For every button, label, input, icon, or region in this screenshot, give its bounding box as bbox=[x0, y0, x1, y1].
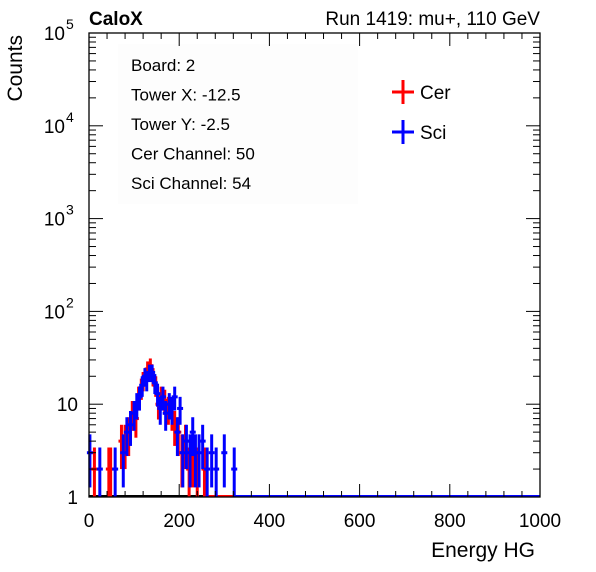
run-info-label: Run 1419: mu+, 110 GeV bbox=[325, 9, 540, 30]
y-tick-exponent: 2 bbox=[66, 294, 74, 310]
x-tick-label: 200 bbox=[163, 511, 195, 532]
x-tick-label: 800 bbox=[434, 511, 466, 532]
info-line: Cer Channel: 50 bbox=[131, 145, 255, 164]
y-tick-label: 10 bbox=[57, 395, 78, 416]
x-tick-label: 400 bbox=[254, 511, 286, 532]
info-line: Tower X: -12.5 bbox=[131, 86, 241, 105]
info-box-lines: Board: 2 Tower X: -12.5 Tower Y: -2.5 Cer C… bbox=[131, 56, 255, 193]
y-tick-label: 10 bbox=[44, 117, 65, 138]
data-layer bbox=[86, 358, 540, 497]
x-axis-title: Energy HG bbox=[431, 539, 535, 562]
x-tick-label: 0 bbox=[84, 511, 95, 532]
legend: Cer Sci bbox=[392, 80, 451, 144]
legend-label: Cer bbox=[420, 83, 451, 104]
plot-frame bbox=[88, 32, 541, 498]
x-tick-label: 1000 bbox=[519, 511, 561, 532]
x-tick-label: 600 bbox=[344, 511, 376, 532]
info-line: Board: 2 bbox=[131, 56, 195, 75]
y-tick-exponent: 4 bbox=[66, 109, 74, 125]
y-tick-exponent: 3 bbox=[66, 202, 74, 218]
info-line: Tower Y: -2.5 bbox=[131, 115, 230, 134]
legend-label: Sci bbox=[420, 123, 446, 144]
y-tick-label: 10 bbox=[44, 210, 65, 231]
y-tick-label: 10 bbox=[44, 24, 65, 45]
brand-label: CaloX bbox=[89, 9, 143, 30]
info-line: Sci Channel: 54 bbox=[131, 174, 251, 193]
series-cer bbox=[91, 358, 540, 497]
info-box bbox=[118, 44, 358, 204]
y-tick-label: 10 bbox=[44, 302, 65, 323]
x-axis: 0 200 400 600 800 1000 bbox=[84, 33, 561, 532]
y-tick-exponent: 5 bbox=[66, 16, 74, 32]
y-tick-label: 1 bbox=[67, 488, 78, 509]
series-sci bbox=[86, 364, 540, 497]
y-axis-title: Counts bbox=[4, 35, 27, 102]
